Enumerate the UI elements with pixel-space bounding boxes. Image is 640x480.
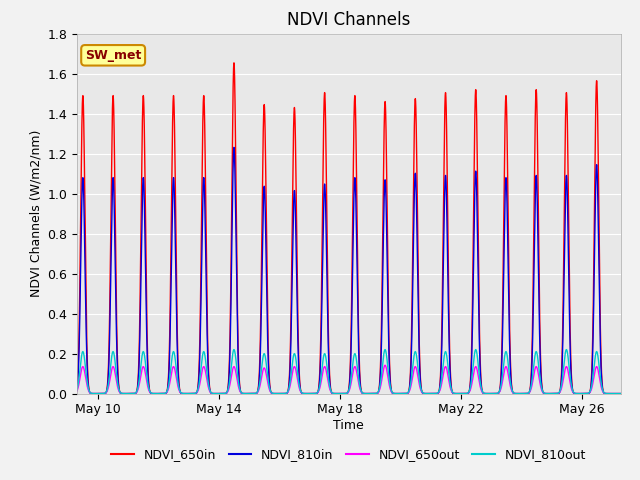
Text: SW_met: SW_met bbox=[85, 49, 141, 62]
Title: NDVI Channels: NDVI Channels bbox=[287, 11, 410, 29]
Legend: NDVI_650in, NDVI_810in, NDVI_650out, NDVI_810out: NDVI_650in, NDVI_810in, NDVI_650out, NDV… bbox=[106, 443, 591, 466]
Y-axis label: NDVI Channels (W/m2/nm): NDVI Channels (W/m2/nm) bbox=[30, 130, 43, 297]
X-axis label: Time: Time bbox=[333, 419, 364, 432]
